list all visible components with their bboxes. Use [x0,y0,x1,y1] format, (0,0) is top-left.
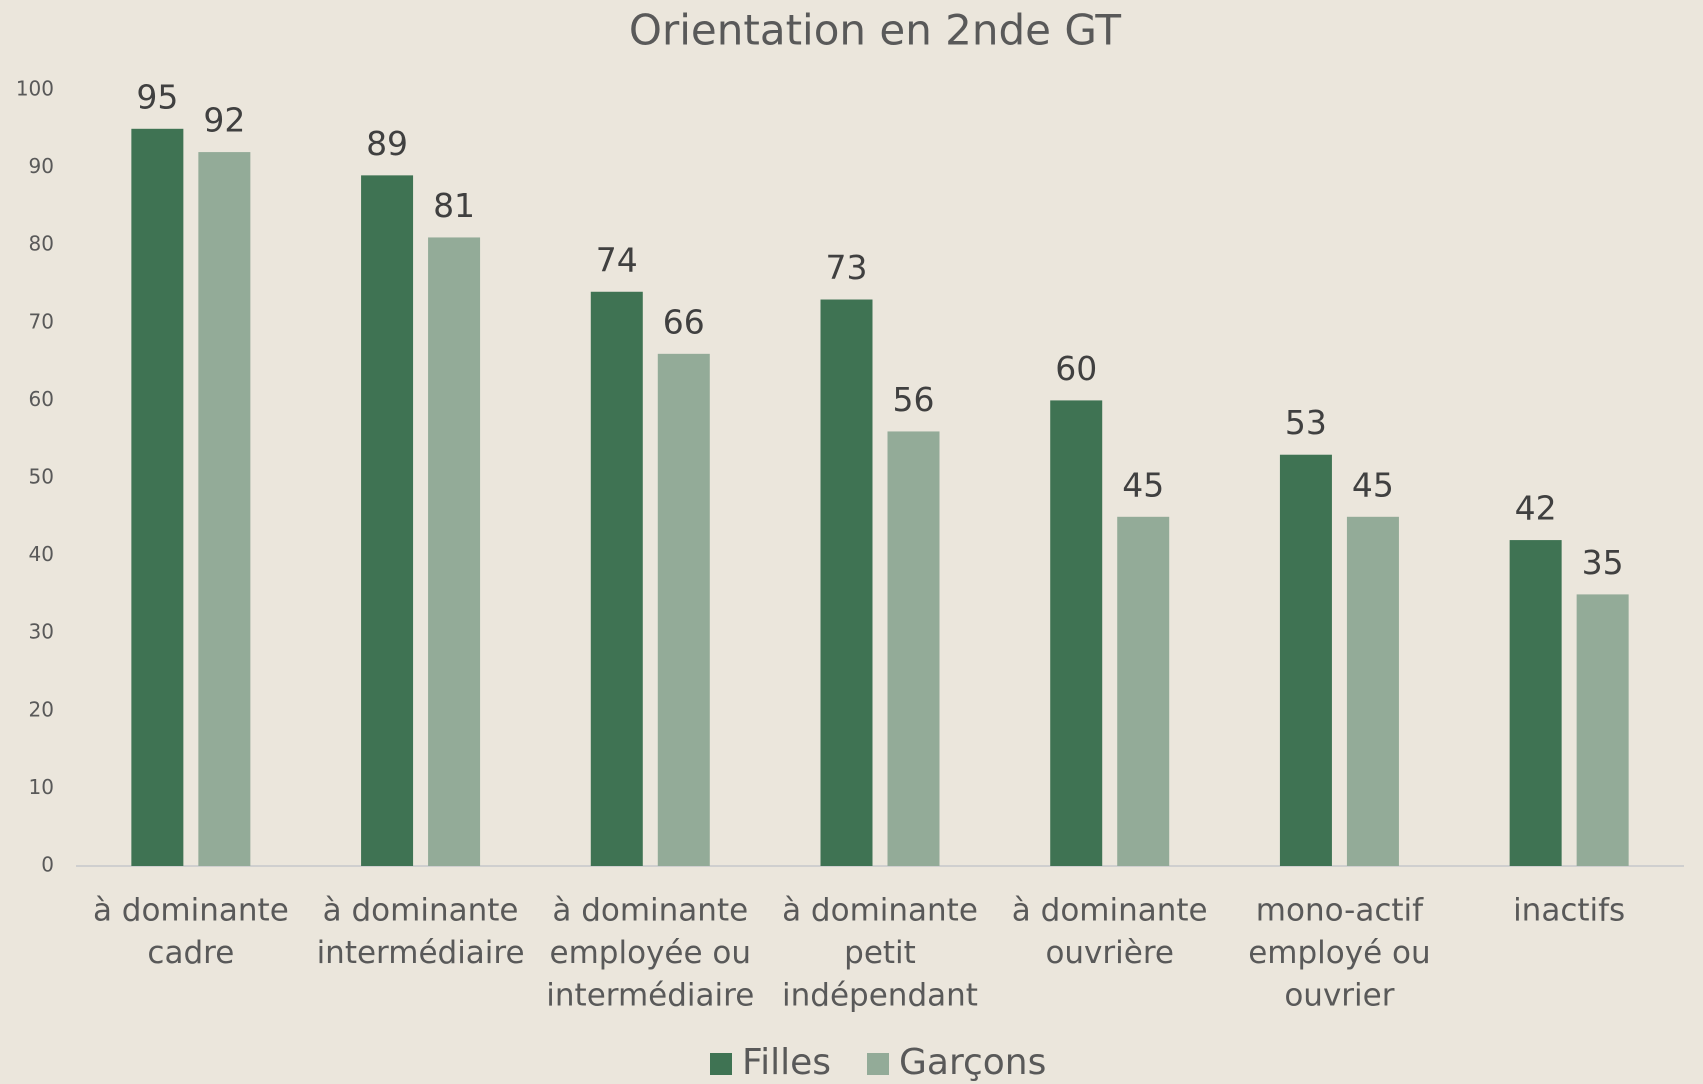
bar [1509,540,1562,866]
bar [887,431,940,866]
y-tick-label: 0 [41,853,54,877]
bar [1576,594,1629,866]
x-tick-label: intermédiaire [317,935,525,971]
x-tick-label: employé ou [1248,935,1430,971]
x-tick-label: à dominante [782,893,978,929]
bar [361,175,414,867]
data-label: 95 [136,77,178,116]
bar [1279,454,1332,866]
x-tick-label: à dominante [323,893,519,929]
bar [657,353,710,867]
chart-title: Orientation en 2nde GT [629,6,1122,55]
legend-label: Filles [742,1042,831,1083]
y-tick-label: 90 [29,154,54,178]
bar [131,128,184,867]
data-label: 73 [826,248,868,287]
y-tick-label: 100 [16,77,54,101]
bar [820,299,873,866]
data-label: 81 [433,186,475,225]
x-tick-label: à dominante [1012,893,1208,929]
x-tick-label: intermédiaire [546,978,754,1014]
y-tick-label: 50 [29,465,54,489]
x-tick-label: indépendant [782,978,978,1014]
y-tick-label: 30 [29,620,54,644]
y-tick-label: 60 [29,387,54,411]
x-tick-label: mono-actif [1256,893,1424,929]
bar [1117,516,1170,866]
y-tick-label: 80 [29,232,54,256]
legend-swatch [867,1053,889,1075]
x-tick-label: employée ou [550,935,752,971]
data-label: 60 [1055,349,1097,388]
x-tick-label: cadre [147,935,234,971]
y-tick-label: 10 [29,775,54,799]
y-tick-label: 20 [29,697,54,721]
y-tick-label: 40 [29,542,54,566]
x-tick-label: à dominante [93,893,289,929]
legend-swatch [710,1053,732,1075]
legend-label: Garçons [899,1042,1046,1083]
bar [428,237,481,866]
bar [198,152,251,866]
x-tick-label: petit [844,935,916,971]
data-label: 56 [893,380,935,419]
x-tick-label: à dominante [552,893,748,929]
data-label: 42 [1515,489,1557,528]
data-label: 35 [1582,543,1624,582]
data-label: 66 [663,302,705,341]
bar [590,291,643,866]
data-label: 53 [1285,403,1327,442]
data-label: 45 [1352,465,1394,504]
data-label: 74 [596,240,638,279]
data-label: 89 [366,124,408,163]
data-label: 92 [203,101,245,140]
x-tick-label: inactifs [1513,893,1625,929]
bar [1050,400,1103,866]
data-label: 45 [1122,465,1164,504]
bar [1346,516,1399,866]
x-tick-label: ouvrier [1284,978,1394,1014]
y-tick-label: 70 [29,309,54,333]
x-tick-label: ouvrière [1045,935,1174,971]
